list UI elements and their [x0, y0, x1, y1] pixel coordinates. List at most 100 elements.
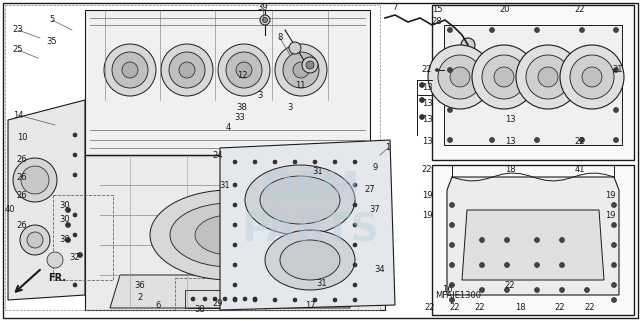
Circle shape — [65, 207, 71, 213]
Circle shape — [253, 160, 257, 164]
Circle shape — [613, 137, 619, 143]
Text: 22: 22 — [575, 5, 585, 14]
Text: 41: 41 — [575, 166, 585, 175]
Circle shape — [504, 263, 510, 267]
Text: 13: 13 — [422, 100, 432, 108]
Circle shape — [233, 160, 237, 164]
Circle shape — [233, 243, 237, 247]
Circle shape — [253, 298, 257, 302]
Circle shape — [579, 28, 585, 32]
Text: 13: 13 — [422, 83, 432, 92]
Circle shape — [526, 55, 570, 99]
Circle shape — [479, 263, 485, 267]
Circle shape — [353, 223, 357, 227]
Circle shape — [293, 160, 297, 164]
Circle shape — [27, 232, 43, 248]
Text: 22: 22 — [585, 303, 595, 313]
Circle shape — [273, 160, 277, 164]
Circle shape — [13, 158, 57, 202]
Circle shape — [447, 67, 453, 73]
Circle shape — [306, 61, 314, 69]
Bar — [175, 278, 265, 310]
Text: 18: 18 — [515, 303, 526, 313]
Circle shape — [435, 68, 438, 72]
Text: 2: 2 — [137, 293, 143, 302]
Circle shape — [560, 238, 565, 242]
Circle shape — [449, 298, 454, 302]
Text: 11: 11 — [295, 81, 305, 90]
Circle shape — [585, 288, 590, 292]
Circle shape — [613, 108, 619, 112]
Circle shape — [612, 203, 617, 207]
Circle shape — [260, 15, 270, 25]
Text: 32: 32 — [70, 254, 80, 263]
Text: 39: 39 — [258, 4, 269, 13]
Polygon shape — [85, 10, 370, 155]
Circle shape — [447, 108, 453, 112]
Bar — [53, 195, 113, 280]
Circle shape — [179, 62, 195, 78]
Text: 24: 24 — [213, 151, 223, 160]
Circle shape — [73, 283, 77, 287]
Text: 3: 3 — [287, 103, 293, 112]
Circle shape — [449, 263, 454, 267]
Circle shape — [73, 133, 77, 137]
Circle shape — [494, 67, 514, 87]
Circle shape — [243, 297, 247, 301]
Circle shape — [203, 297, 207, 301]
Circle shape — [419, 115, 424, 119]
Circle shape — [612, 222, 617, 228]
Text: 37: 37 — [370, 205, 380, 214]
Text: 29: 29 — [213, 299, 223, 308]
Circle shape — [233, 283, 237, 287]
Text: 19: 19 — [604, 190, 615, 199]
Circle shape — [535, 288, 540, 292]
Circle shape — [233, 263, 237, 267]
Text: 17: 17 — [304, 300, 315, 309]
Ellipse shape — [280, 240, 340, 280]
Circle shape — [451, 46, 459, 54]
Text: 26: 26 — [17, 221, 28, 230]
Circle shape — [253, 297, 257, 301]
Text: 1: 1 — [385, 143, 390, 152]
Text: MFAIE1300: MFAIE1300 — [435, 291, 481, 299]
Text: 30: 30 — [60, 215, 71, 224]
Text: 40: 40 — [4, 205, 15, 214]
Circle shape — [233, 297, 237, 301]
Bar — [185, 290, 265, 308]
Circle shape — [470, 50, 480, 60]
Circle shape — [490, 137, 494, 143]
Text: 30: 30 — [60, 236, 71, 245]
Circle shape — [73, 153, 77, 157]
Circle shape — [233, 298, 237, 302]
Text: 38: 38 — [195, 306, 205, 315]
Circle shape — [223, 297, 227, 301]
Circle shape — [353, 183, 357, 187]
Text: 31: 31 — [220, 180, 230, 189]
Circle shape — [233, 223, 237, 227]
Circle shape — [122, 62, 138, 78]
Text: 5: 5 — [49, 15, 54, 24]
Circle shape — [419, 98, 424, 102]
Text: 14: 14 — [13, 110, 23, 119]
Circle shape — [458, 54, 466, 62]
Text: OEM
PARTS: OEM PARTS — [241, 170, 379, 249]
Circle shape — [449, 203, 454, 207]
Circle shape — [613, 67, 619, 73]
Circle shape — [233, 203, 237, 207]
Circle shape — [612, 298, 617, 302]
Circle shape — [293, 62, 309, 78]
Ellipse shape — [150, 190, 310, 280]
Text: 22: 22 — [425, 303, 435, 313]
Text: 16: 16 — [442, 285, 453, 294]
Text: 21: 21 — [613, 65, 623, 74]
Circle shape — [479, 288, 485, 292]
Circle shape — [560, 288, 565, 292]
Text: 28: 28 — [431, 18, 442, 27]
Circle shape — [236, 62, 252, 78]
Text: 13: 13 — [504, 137, 515, 146]
Circle shape — [20, 225, 50, 255]
Polygon shape — [8, 100, 85, 300]
Text: 31: 31 — [313, 168, 323, 177]
Text: 8: 8 — [278, 33, 283, 42]
